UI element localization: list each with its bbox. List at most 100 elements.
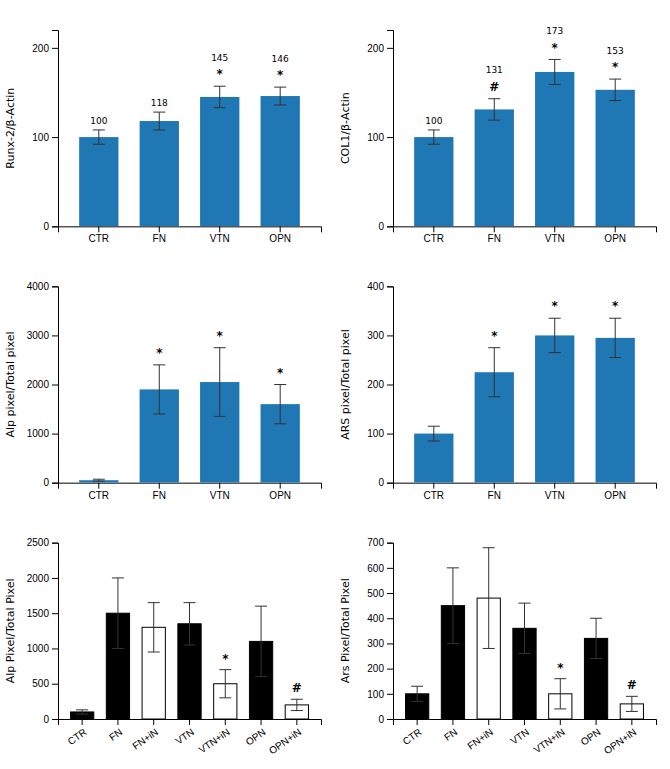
x-axis-line <box>394 227 657 233</box>
y-axis-line <box>387 31 394 227</box>
y-tick-label: 500 <box>367 588 384 599</box>
chart: CTRFNVTNOPN0100200COL1/β-Actin#**1001311… <box>339 26 657 245</box>
significance-marker: * <box>156 346 163 360</box>
error-bar-cap <box>483 547 495 548</box>
error-bar-cap <box>590 658 602 659</box>
x-tick: OPN <box>243 719 267 748</box>
y-tick-mark <box>52 613 58 614</box>
error-bar-cap <box>590 618 602 619</box>
y-axis: 0 100 200 <box>32 31 58 233</box>
y-tick: 100 <box>32 132 58 143</box>
y-tick: 100 <box>367 689 393 700</box>
error-bar-cap <box>93 144 105 145</box>
error-bar-line <box>560 679 561 709</box>
bar <box>414 137 453 226</box>
x-tick: OPN <box>269 483 291 501</box>
y-tick-label: 100 <box>367 132 384 143</box>
x-tick: CTR <box>89 226 110 244</box>
y-tick-mark <box>387 643 393 644</box>
error-bar-line <box>280 385 281 424</box>
x-tick-label: OPN <box>604 233 626 244</box>
error-bar-cap <box>549 352 561 353</box>
error-bar-cap <box>519 653 531 654</box>
plot-area <box>414 318 635 482</box>
y-tick-label: 100 <box>32 132 49 143</box>
x-tick-mark <box>296 719 297 725</box>
bar <box>475 109 514 226</box>
x-tick-label: FN <box>153 233 166 244</box>
x-tick-label: VTN <box>545 490 565 501</box>
y-tick: 0 <box>378 221 393 232</box>
error-bar-line <box>153 603 154 652</box>
figure: CTRFNVTNOPN0100200Runx-2/β-Actin**100118… <box>0 0 670 769</box>
significance-marker: * <box>612 299 619 313</box>
y-tick: 0 <box>43 221 58 232</box>
error-bar <box>214 86 226 107</box>
bar <box>535 335 574 482</box>
y-axis: 0100200300400500600700 <box>367 537 393 724</box>
y-axis-title: Ars Pixel/Total Pixel <box>339 578 352 683</box>
error-bar-cap <box>184 644 196 645</box>
data-label: 153 <box>607 46 624 56</box>
error-bar-cap <box>184 602 196 603</box>
y-tick: 500 <box>32 678 58 689</box>
error-bar-cap <box>519 603 531 604</box>
x-tick-mark <box>554 483 555 489</box>
x-axis-line <box>59 227 322 233</box>
x-tick-mark <box>433 483 434 489</box>
error-bar-cap <box>274 423 286 424</box>
error-bar-cap <box>428 426 440 427</box>
y-tick-label: 1000 <box>27 428 50 439</box>
error-bar-line <box>596 618 597 658</box>
y-tick-mark <box>52 578 58 579</box>
error-bar-line <box>219 348 220 417</box>
x-tick: FN+iN <box>130 719 160 752</box>
error-bar-cap <box>93 479 105 480</box>
y-tick-label: 0 <box>43 714 49 725</box>
y-tick: 200 <box>32 43 58 54</box>
y-tick: 0 <box>43 477 58 488</box>
x-tick-label: VTN+iN <box>197 726 232 755</box>
x-tick-mark <box>219 226 220 232</box>
y-tick-label: 500 <box>32 678 49 689</box>
error-bar-line <box>494 348 495 397</box>
error-bar <box>549 59 561 84</box>
y-tick-label: 0 <box>378 714 384 725</box>
x-tick-mark <box>631 719 632 725</box>
y-tick-label: 200 <box>367 43 384 54</box>
significance-marker: * <box>217 67 224 81</box>
error-bar <box>447 568 459 644</box>
chart: CTRFNVTNOPN01000200030004000Alp pixel/To… <box>4 281 322 501</box>
significance-marker: * <box>552 41 559 55</box>
error-bar <box>428 426 440 441</box>
bar <box>200 97 239 226</box>
y-tick-mark <box>52 719 58 720</box>
x-tick-mark <box>488 719 489 725</box>
y-tick: 300 <box>367 330 393 341</box>
data-label: 145 <box>211 53 228 63</box>
x-tick-mark <box>153 719 154 725</box>
x-tick-label: OPN+iN <box>267 726 304 756</box>
y-tick-label: 600 <box>367 563 384 574</box>
x-tick: FN <box>442 719 459 743</box>
error-bar-cap <box>488 396 500 397</box>
x-tick-label: OPN <box>243 726 267 747</box>
y-tick-label: 200 <box>32 43 49 54</box>
x-axis: CTRFNFN+iNVTNVTN+iNOPNOPN+iN <box>394 719 657 756</box>
y-tick: 100 <box>367 428 393 439</box>
error-bar-cap <box>148 651 160 652</box>
error-bar-cap <box>93 481 105 482</box>
y-tick-mark <box>387 618 393 619</box>
x-axis-line <box>59 720 322 726</box>
error-bar-cap <box>549 59 561 60</box>
y-tick-mark <box>52 684 58 685</box>
y-tick: 2000 <box>27 573 58 584</box>
y-tick-label: 2500 <box>27 537 50 548</box>
y-tick: 400 <box>367 613 393 624</box>
x-tick: FN+iN <box>465 719 495 752</box>
x-tick: FN <box>488 226 501 244</box>
error-bar-line <box>554 59 555 84</box>
error-bar-cap <box>214 86 226 87</box>
error-bar-line <box>296 699 297 710</box>
y-tick: 200 <box>367 379 393 390</box>
